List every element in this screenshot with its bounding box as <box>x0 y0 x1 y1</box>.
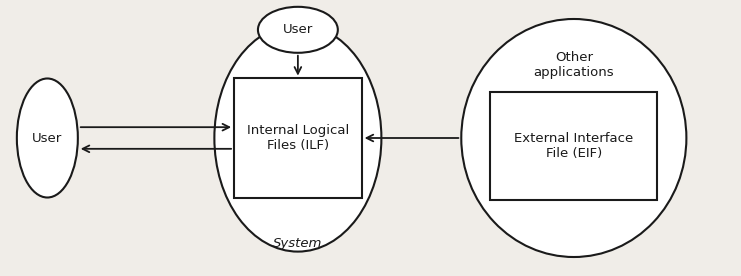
Text: Internal Logical
Files (ILF): Internal Logical Files (ILF) <box>247 124 349 152</box>
Text: System: System <box>273 237 322 250</box>
Text: Other
applications: Other applications <box>534 51 614 79</box>
Ellipse shape <box>214 24 382 252</box>
Bar <box>491 92 657 200</box>
Ellipse shape <box>258 7 338 53</box>
Bar <box>234 78 362 198</box>
Text: User: User <box>32 131 62 145</box>
Ellipse shape <box>461 19 686 257</box>
Text: User: User <box>283 23 313 36</box>
Ellipse shape <box>17 78 78 198</box>
Text: External Interface
File (EIF): External Interface File (EIF) <box>514 132 634 160</box>
